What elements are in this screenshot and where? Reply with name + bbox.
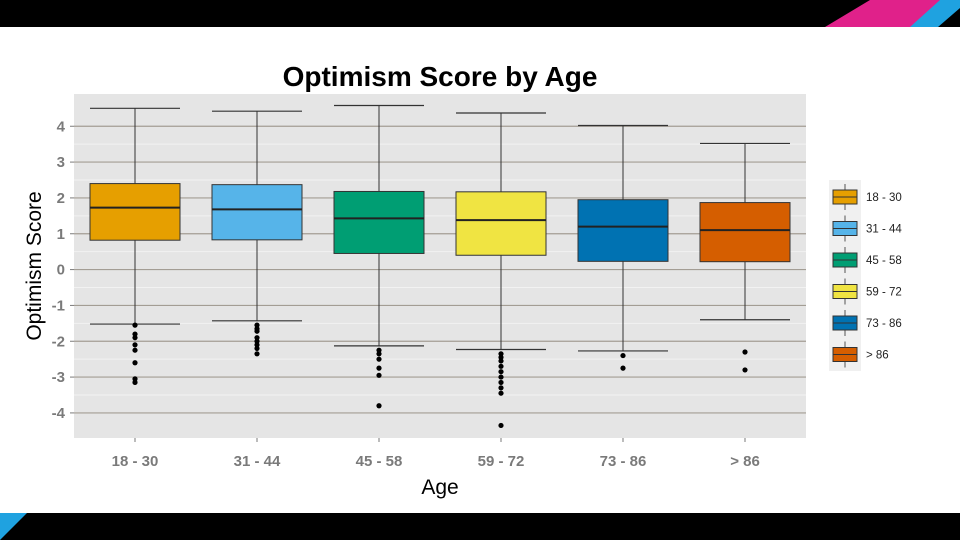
outlier-point [254, 345, 260, 352]
outlier-point [254, 328, 260, 334]
x-tick-label: 18 - 30 [112, 453, 159, 470]
box-iqr [699, 202, 791, 263]
outlier-point [498, 354, 504, 360]
legend-entry: 73 - 86 [832, 310, 902, 336]
box-iqr [577, 199, 669, 262]
legend-label: 45 - 58 [866, 255, 902, 267]
legend-entry: 59 - 72 [832, 278, 902, 305]
box-group [333, 104, 425, 409]
legend-label: 73 - 86 [866, 318, 902, 330]
outlier-point [376, 356, 382, 362]
y-tick-label: -4 [52, 405, 66, 422]
legend-entry: 18 - 30 [832, 184, 902, 210]
outlier-point [498, 422, 504, 429]
outlier-point [498, 358, 504, 364]
outlier-point [498, 379, 504, 386]
y-tick-label: -3 [52, 369, 65, 386]
y-tick-label: 1 [57, 226, 65, 243]
y-axis-ticks: -4 -3 -2 -1 0 1 2 3 4 [52, 118, 74, 422]
outlier-point [620, 352, 626, 359]
legend-entry: 45 - 58 [832, 247, 902, 273]
outlier-point [498, 390, 504, 396]
box-iqr [89, 183, 181, 241]
legend-label: 59 - 72 [866, 287, 902, 299]
y-tick-label: 3 [57, 154, 65, 171]
outlier-point [742, 349, 748, 355]
box-iqr [211, 184, 303, 241]
y-axis-title: Optimism Score [23, 191, 46, 340]
y-tick-label: -1 [52, 297, 65, 314]
outlier-point [132, 322, 138, 328]
x-tick-label: 31 - 44 [234, 453, 281, 470]
outlier-point [254, 335, 260, 341]
outlier-point [254, 322, 260, 328]
outlier-point [742, 367, 748, 373]
x-axis-title: Age [421, 476, 458, 499]
y-tick-label: 0 [57, 262, 65, 279]
y-tick-label: -2 [52, 333, 65, 350]
box-group [699, 142, 791, 373]
x-tick-label: 59 - 72 [478, 453, 525, 470]
plot-panel [74, 94, 806, 438]
outlier-point [376, 365, 382, 371]
outlier-point [498, 369, 504, 375]
top-decorative-bar [0, 0, 960, 27]
outlier-point [498, 374, 504, 380]
outlier-point [498, 385, 504, 391]
outlier-point [254, 342, 260, 348]
y-tick-label: 4 [57, 118, 66, 135]
legend-label: > 86 [866, 350, 889, 362]
box-group [211, 110, 303, 357]
legend-entry: 31 - 44 [832, 215, 902, 242]
legend: 18 - 30 31 - 44 45 - 58 59 - 72 73 - 86 > 86 [832, 184, 902, 368]
outlier-point [376, 372, 382, 378]
outlier-point [132, 376, 138, 382]
outlier-point [132, 379, 138, 386]
box-group [89, 107, 181, 386]
bottom-decorative-bar [0, 513, 960, 540]
x-axis-ticks: 18 - 30 31 - 44 45 - 58 59 - 72 73 - 86 > 86 [112, 438, 760, 470]
outlier-point [376, 351, 382, 357]
outlier-point [132, 335, 138, 341]
outlier-point [254, 338, 260, 344]
outlier-point [132, 331, 138, 337]
outlier-point [498, 363, 504, 369]
box-group [455, 112, 547, 429]
chart-title: Optimism Score by Age [283, 61, 598, 92]
legend-label: 18 - 30 [866, 192, 902, 204]
bottom-left-cyan-accent [0, 513, 27, 540]
outlier-point [132, 347, 138, 353]
outlier-point [620, 365, 626, 371]
x-tick-label: 73 - 86 [600, 453, 647, 470]
top-right-cyan-accent [910, 0, 960, 27]
y-tick-label: 2 [57, 190, 65, 207]
outlier-point [132, 342, 138, 348]
legend-entry: > 86 [832, 341, 889, 368]
box-group [577, 124, 669, 371]
box-iqr [333, 190, 425, 254]
outlier-point [376, 347, 382, 353]
outlier-point [132, 360, 138, 366]
box-iqr [455, 191, 547, 256]
legend-panel [829, 180, 861, 371]
x-tick-label: > 86 [730, 453, 760, 470]
x-tick-label: 45 - 58 [356, 453, 403, 470]
box-series [89, 104, 791, 429]
minor-gridlines [74, 143, 806, 396]
outlier-point [254, 351, 260, 357]
major-gridlines [74, 125, 806, 414]
outlier-point [498, 351, 504, 357]
legend-label: 31 - 44 [866, 224, 902, 236]
outlier-point [376, 403, 382, 409]
